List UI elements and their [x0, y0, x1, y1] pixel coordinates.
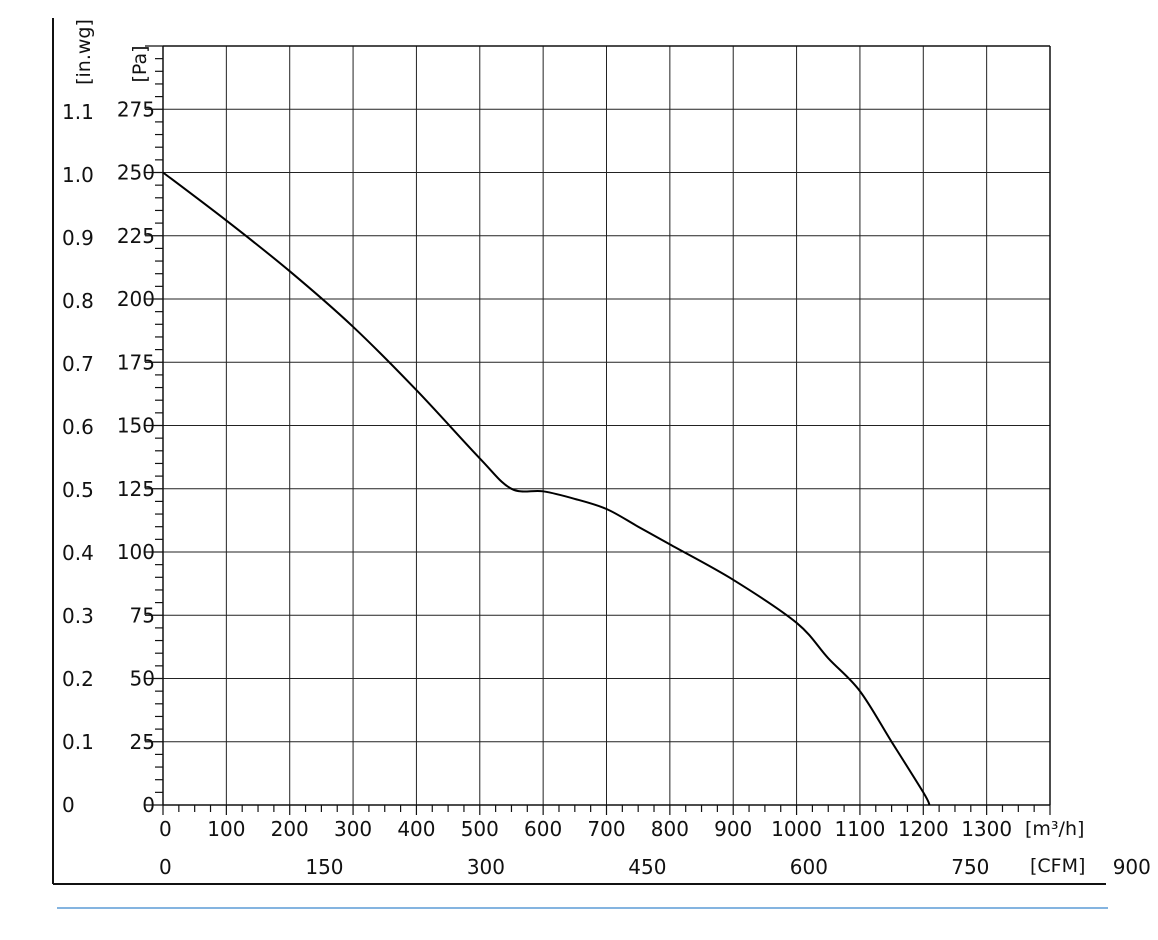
- x-tick-label-cfm: 300: [467, 855, 505, 879]
- x-tick-label-m3h: 800: [651, 817, 689, 841]
- y-tick-label-inwg: 0.9: [62, 226, 94, 250]
- chart-frame: [52, 18, 1108, 909]
- x-tick-label-m3h: 0: [159, 817, 172, 841]
- x-tick-label-cfm: 0: [159, 855, 172, 879]
- curve-layer: [162, 171, 931, 806]
- x-tick-label-m3h: 300: [334, 817, 372, 841]
- y-tick-label-pa: 50: [130, 667, 155, 691]
- y-tick-label-inwg: 0.7: [62, 352, 94, 376]
- y-tick-label-pa: 275: [117, 97, 155, 121]
- y-axis-label-inwg: [in.wg]: [73, 19, 95, 85]
- x-tick-label-cfm: 900: [1113, 855, 1151, 879]
- grid-lines: [163, 45, 1050, 805]
- x-tick-label-cfm: 150: [305, 855, 343, 879]
- y-tick-label-pa: 125: [117, 477, 155, 501]
- y-tick-label-pa: 175: [117, 350, 155, 374]
- y-tick-label-inwg: 0.2: [62, 667, 94, 691]
- y-tick-label-inwg: 0.3: [62, 604, 94, 628]
- y-tick-label-inwg: 0: [62, 793, 75, 817]
- tick-labels: 0 25 50 75 100 125 150 175 200 225 250 275 0 0.1 0.2 0.…: [62, 97, 1151, 879]
- y-tick-label-pa: 250: [117, 161, 155, 185]
- y-tick-label-pa: 25: [130, 730, 155, 754]
- y-tick-label-inwg: 0.8: [62, 289, 94, 313]
- y-tick-label-inwg: 1.1: [62, 100, 94, 124]
- x-tick-label-m3h: 500: [461, 817, 499, 841]
- x-tick-label-m3h: 600: [524, 817, 562, 841]
- x-tick-label-cfm: 600: [790, 855, 828, 879]
- x-tick-label-m3h: 700: [587, 817, 625, 841]
- y-tick-label-pa: 75: [130, 603, 155, 627]
- y-tick-label-inwg: 1.0: [62, 163, 94, 187]
- y-tick-label-pa: 200: [117, 287, 155, 311]
- y-tick-label-pa: 150: [117, 414, 155, 438]
- y-tick-label-pa: 100: [117, 540, 155, 564]
- x-tick-label-m3h: 400: [397, 817, 435, 841]
- y-tick-label-pa: 225: [117, 224, 155, 248]
- x-axis-label-cfm: [CFM]: [1030, 855, 1085, 877]
- y-tick-label-pa: 0: [142, 793, 155, 817]
- y-tick-label-inwg: 0.1: [62, 730, 94, 754]
- x-tick-label-m3h: 1300: [961, 817, 1012, 841]
- x-tick-label-cfm: 450: [628, 855, 666, 879]
- x-tick-label-cfm: 750: [951, 855, 989, 879]
- x-tick-label-m3h: 900: [714, 817, 752, 841]
- fan-performance-curve: [162, 171, 931, 806]
- x-tick-label-m3h: 1200: [898, 817, 949, 841]
- y-axis-label-pa: [Pa]: [129, 45, 151, 82]
- x-tick-label-m3h: 200: [271, 817, 309, 841]
- x-tick-label-m3h: 100: [207, 817, 245, 841]
- x-tick-label-m3h: 1000: [771, 817, 822, 841]
- y-tick-label-inwg: 0.4: [62, 541, 94, 565]
- y-tick-label-inwg: 0.6: [62, 415, 94, 439]
- x-axis-label-m3h: [m³/h]: [1025, 818, 1084, 840]
- y-tick-label-inwg: 0.5: [62, 478, 94, 502]
- x-tick-label-m3h: 1100: [834, 817, 885, 841]
